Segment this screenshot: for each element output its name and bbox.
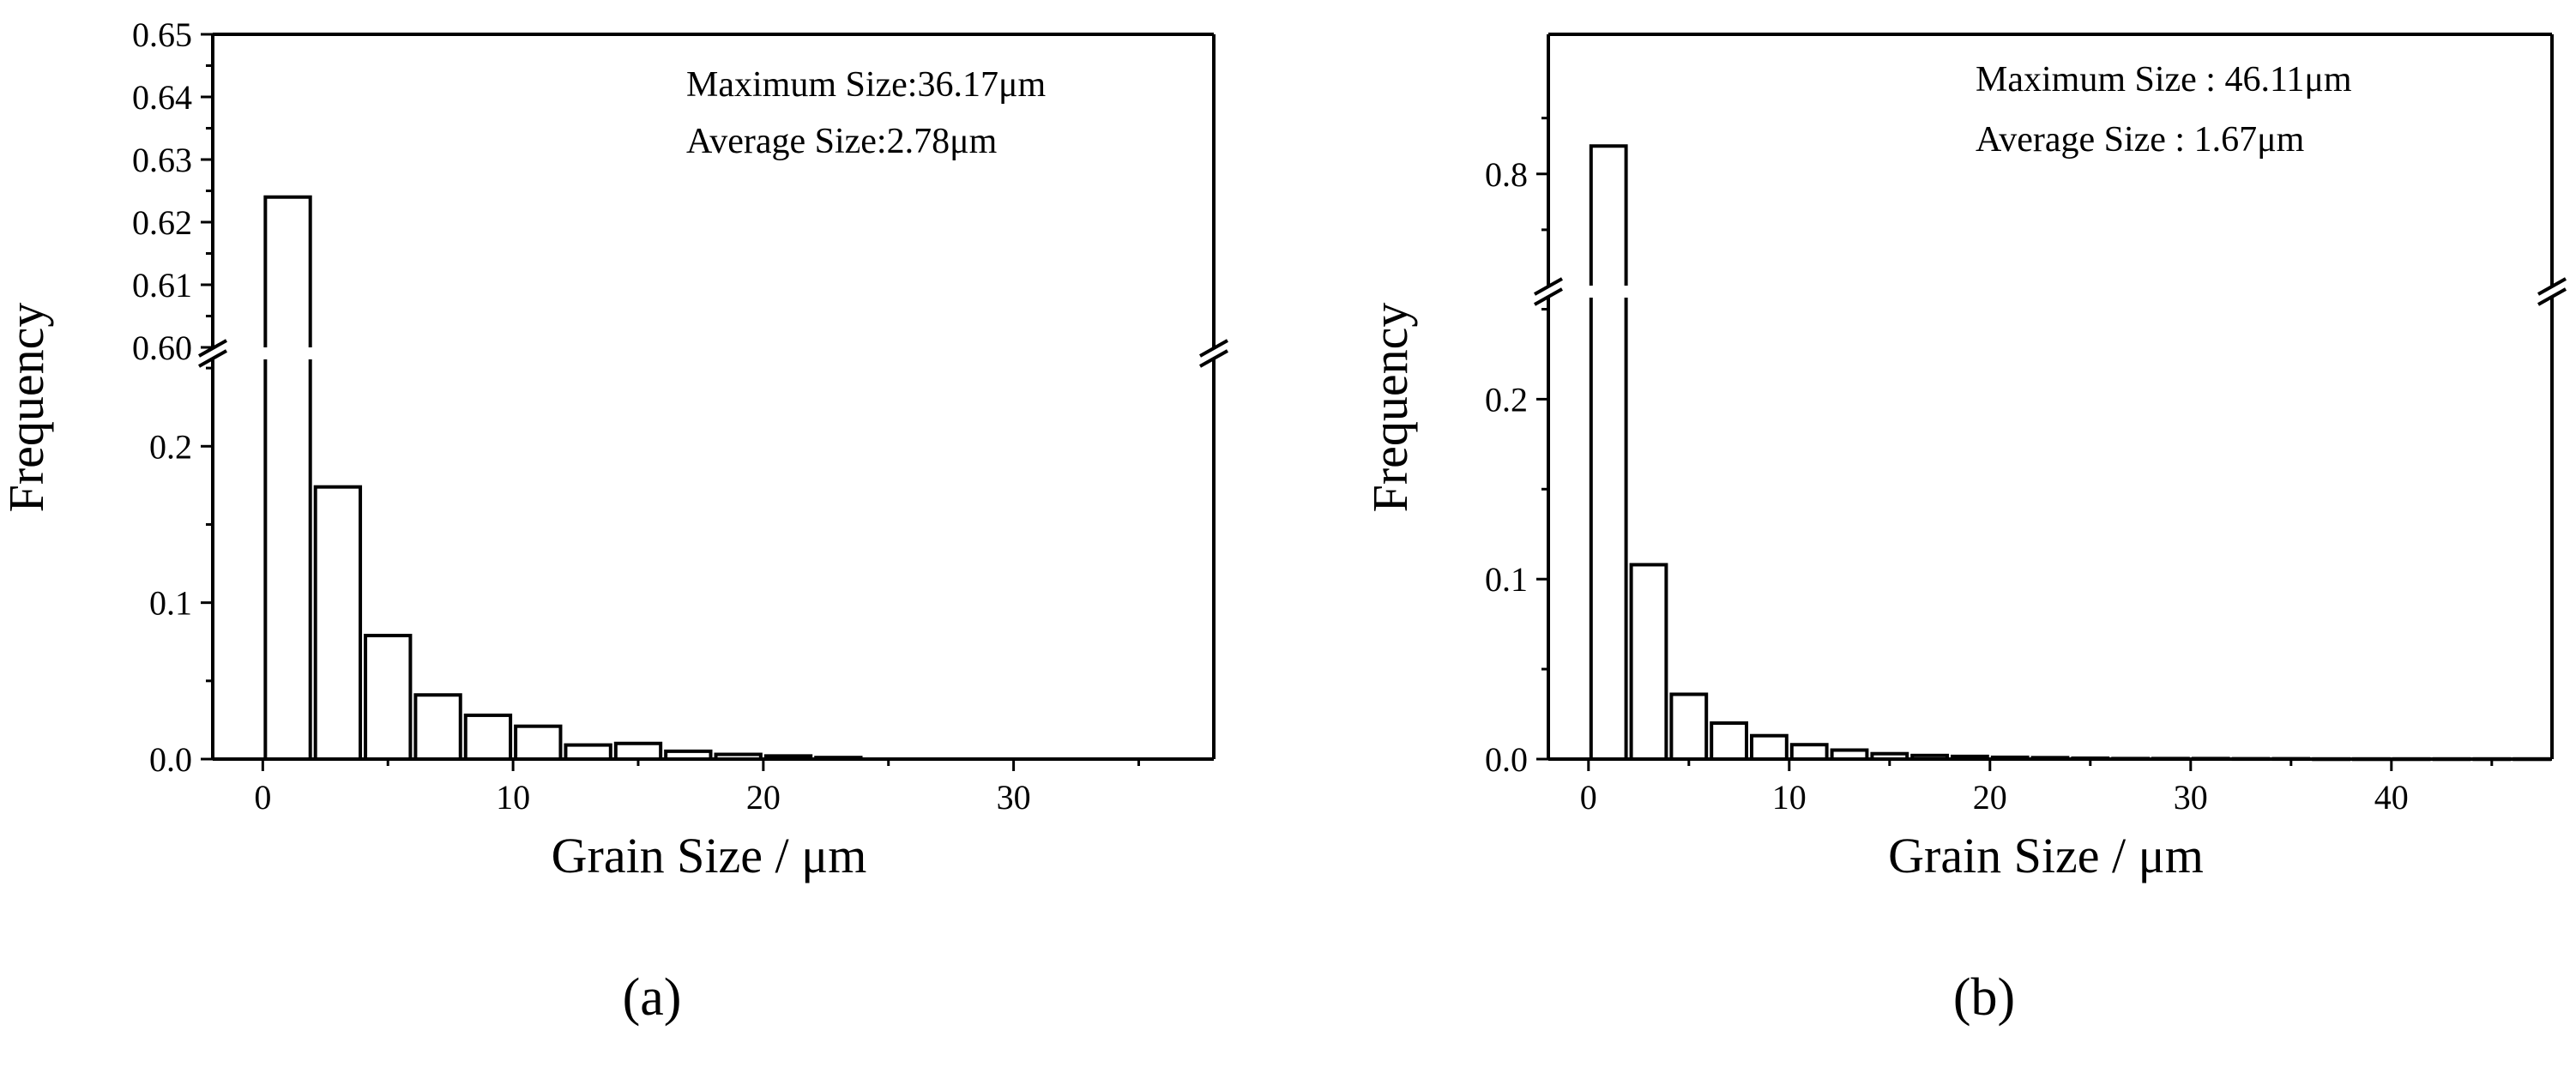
axis-break-mark-right [1199,349,1228,368]
x-tick-label: 10 [496,778,530,817]
histogram-bar [313,485,363,761]
histogram-bar [514,724,563,761]
x-tick-label: 0 [1580,778,1597,817]
histogram-bar-upper [263,195,312,347]
chart-panel-b: 0 10 20 30 40 0.0 0.1 0.2 0.8 Grain Size / μm Freq… [1362,33,2567,1027]
y-axis-title: Frequency [0,303,54,513]
y-tick-label: 0.1 [149,584,192,623]
axis-break-mark-left [1534,287,1563,306]
histogram-bar [463,713,513,761]
y-tick-label: 0.2 [149,427,192,466]
histogram-bar [263,359,312,759]
axis-break-mark-right [1199,339,1228,358]
y-tick-label-upper: 0.64 [132,78,192,117]
average-size-annotation: Average Size : 1.67μm [1976,120,2305,160]
y-tick-label-upper: 0.62 [132,203,192,242]
x-tick-label: 20 [1973,778,2007,817]
histogram-bar [613,741,663,762]
histogram-bar [564,743,612,762]
max-size-annotation: Maximum Size:36.17μm [686,65,1046,105]
axis-break-mark-right [2537,287,2567,306]
histogram-bar [1750,733,1789,761]
x-tick-label: 30 [997,778,1031,817]
y-tick-label-upper: 0.63 [132,141,192,179]
panel-label: (a) [623,968,682,1027]
x-tick-label: 10 [1772,778,1807,817]
histogram-bar [1589,298,1628,759]
axis-break-mark-left [1534,277,1563,296]
x-tick-label: 0 [254,778,271,817]
histogram-bar [1710,721,1748,762]
max-size-annotation: Maximum Size : 46.11μm [1976,60,2352,99]
x-tick-label: 20 [746,778,781,817]
x-axis-title: Grain Size / μm [1888,828,2204,883]
y-tick-label-upper: 0.65 [132,15,192,54]
y-axis-title: Frequency [1362,303,1418,513]
y-tick-label-upper: 0.8 [1485,155,1528,194]
y-tick-label: 0.1 [1485,560,1528,599]
x-tick-label: 30 [2174,778,2208,817]
histogram-bar [1669,692,1709,761]
y-tick-label: 0.2 [1485,380,1528,419]
histogram-bar [413,693,462,761]
y-tick-label-upper: 0.60 [132,329,192,367]
histogram-bar [364,633,413,761]
x-tick-label: 40 [2374,778,2409,817]
chart-panel-a: 0 10 20 30 0.0 0.1 0.2 0.60 0.61 0.62 0.63 0.64 0.65… [0,15,1228,1027]
y-tick-label: 0.0 [149,740,192,779]
histogram-bar [1789,743,1829,762]
axis-break-mark-left [198,349,227,368]
histogram-bar [1629,563,1668,761]
histogram-bar-upper [1589,144,1628,286]
panel-label: (b) [1953,968,2015,1027]
y-tick-label-upper: 0.61 [132,266,192,304]
y-tick-label: 0.0 [1485,740,1528,779]
axis-break-mark-right [2537,277,2567,296]
average-size-annotation: Average Size:2.78μm [686,122,998,161]
x-axis-title: Grain Size / μm [552,828,867,883]
